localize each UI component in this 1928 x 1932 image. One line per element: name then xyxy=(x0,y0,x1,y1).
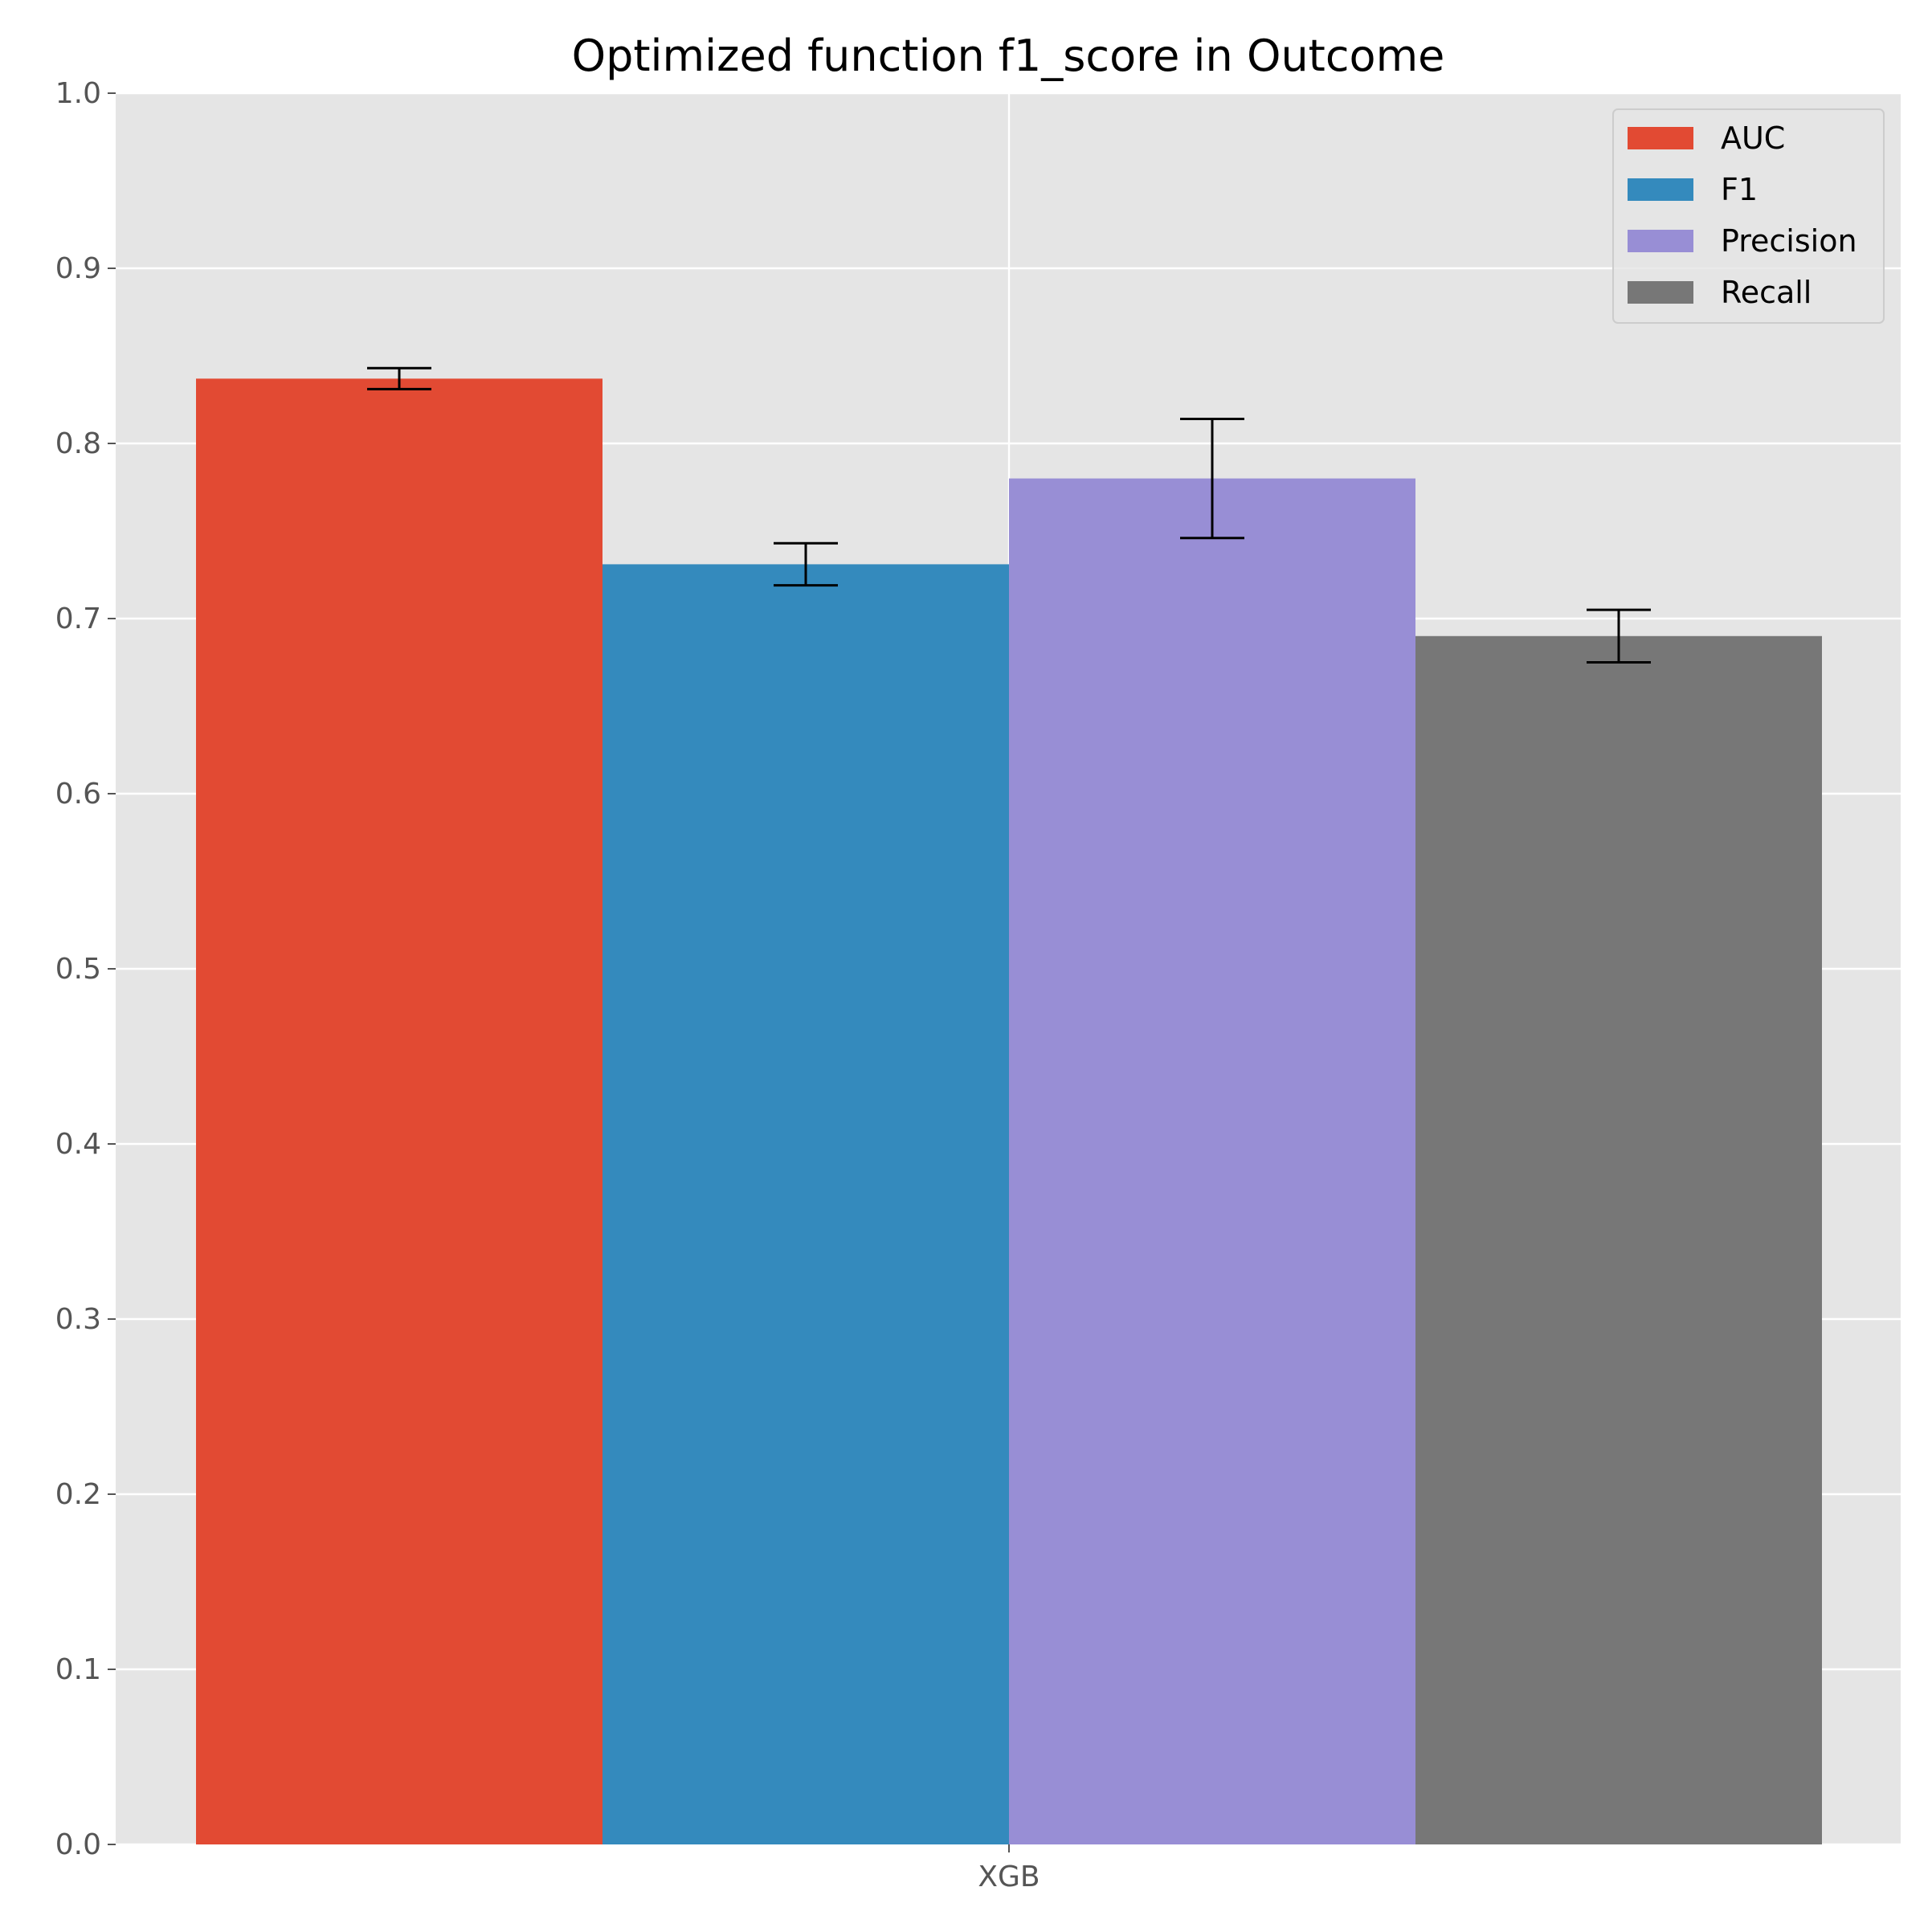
legend-label-recall: Recall xyxy=(1721,275,1812,310)
legend-label-precision: Precision xyxy=(1721,223,1857,259)
bars xyxy=(196,378,1822,1845)
x-tick-label: XGB xyxy=(978,1861,1040,1893)
bar-f1 xyxy=(602,564,1009,1845)
legend: AUC F1 Precision Recall xyxy=(1612,108,1885,324)
y-tick-label: 0.8 xyxy=(55,427,101,460)
legend-frame xyxy=(1612,108,1885,324)
y-tick-label: 0.5 xyxy=(55,953,101,986)
legend-label-auc: AUC xyxy=(1721,120,1785,156)
y-tick-label: 0.0 xyxy=(55,1828,101,1861)
chart-title: Optimized function f1_score in Outcome xyxy=(572,31,1445,81)
error-bars xyxy=(367,366,1651,664)
legend-swatch-auc xyxy=(1628,127,1693,149)
y-tick-label: 0.3 xyxy=(55,1303,101,1336)
y-tick-label: 1.0 xyxy=(55,77,101,110)
y-tick-label: 0.6 xyxy=(55,778,101,811)
legend-label-f1: F1 xyxy=(1721,172,1758,207)
bar-recall xyxy=(1415,635,1822,1844)
y-tick-label: 0.9 xyxy=(55,252,101,285)
legend-swatch-recall xyxy=(1628,281,1693,304)
axes: 0.0 0.1 0.2 0.3 0.4 0.5 0.6 0.7 0.8 0.9 1.0 XGB xyxy=(55,77,1040,1893)
bar-precision xyxy=(1009,478,1415,1844)
legend-swatch-f1 xyxy=(1628,178,1693,201)
y-tick-label: 0.2 xyxy=(55,1478,101,1511)
y-tick-label: 0.4 xyxy=(55,1128,101,1161)
y-tick-label: 0.7 xyxy=(55,602,101,635)
legend-swatch-precision xyxy=(1628,230,1693,252)
bar-auc xyxy=(196,378,602,1845)
y-tick-label: 0.1 xyxy=(55,1653,101,1686)
